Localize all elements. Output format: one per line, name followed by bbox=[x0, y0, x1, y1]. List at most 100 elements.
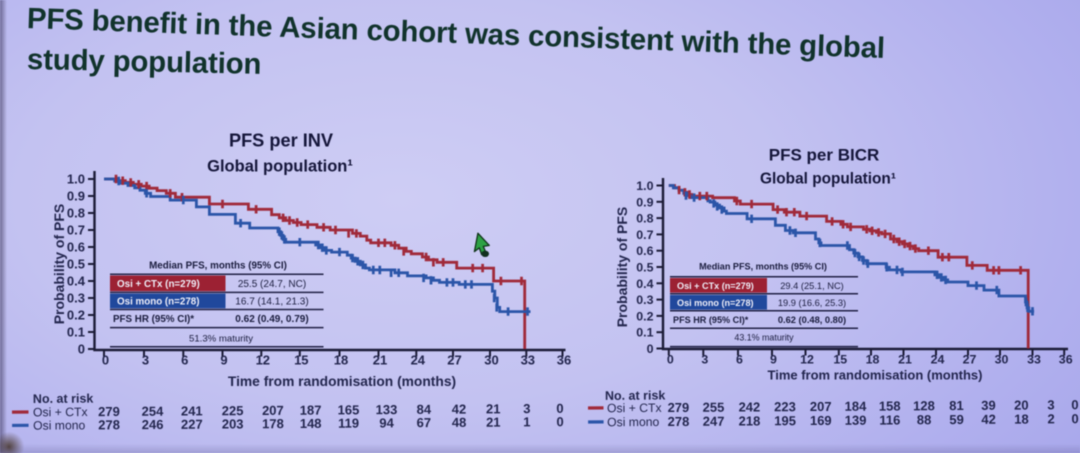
svg-text:139: 139 bbox=[845, 413, 867, 428]
svg-text:0: 0 bbox=[78, 342, 85, 357]
svg-text:88: 88 bbox=[917, 412, 932, 427]
svg-text:25.5 (24.7, NC): 25.5 (24.7, NC) bbox=[238, 279, 306, 290]
svg-text:279: 279 bbox=[667, 400, 689, 415]
svg-text:21: 21 bbox=[898, 353, 912, 367]
svg-text:203: 203 bbox=[222, 416, 244, 431]
svg-text:Probability of PFS: Probability of PFS bbox=[51, 204, 67, 325]
svg-text:0.62 (0.48, 0.80): 0.62 (0.48, 0.80) bbox=[778, 315, 846, 325]
svg-text:33: 33 bbox=[1027, 353, 1041, 367]
svg-text:PFS HR (95% CI)*: PFS HR (95% CI)* bbox=[113, 314, 194, 325]
svg-text:18: 18 bbox=[1014, 412, 1029, 427]
svg-text:Osi + CTx (n=279): Osi + CTx (n=279) bbox=[117, 279, 200, 290]
svg-text:246: 246 bbox=[142, 417, 164, 432]
svg-text:36: 36 bbox=[557, 353, 571, 368]
svg-text:Osi + CTx (n=279): Osi + CTx (n=279) bbox=[677, 281, 754, 291]
svg-text:278: 278 bbox=[98, 417, 120, 432]
svg-text:18: 18 bbox=[866, 353, 880, 367]
svg-text:Global population¹: Global population¹ bbox=[760, 171, 896, 188]
svg-text:242: 242 bbox=[738, 399, 760, 414]
svg-text:0: 0 bbox=[647, 342, 654, 356]
svg-text:9: 9 bbox=[770, 353, 777, 367]
svg-text:0.7: 0.7 bbox=[67, 223, 85, 238]
svg-text:20: 20 bbox=[1014, 398, 1029, 413]
svg-text:Time from randomisation (month: Time from randomisation (months) bbox=[768, 368, 983, 383]
svg-text:30: 30 bbox=[995, 353, 1009, 367]
svg-text:0.3: 0.3 bbox=[636, 293, 653, 307]
svg-text:12: 12 bbox=[256, 353, 270, 368]
svg-text:21: 21 bbox=[486, 415, 501, 430]
svg-text:59: 59 bbox=[949, 412, 964, 427]
svg-text:36: 36 bbox=[1059, 353, 1073, 367]
svg-text:128: 128 bbox=[913, 398, 935, 413]
svg-text:Osi mono (n=278): Osi mono (n=278) bbox=[677, 298, 754, 308]
svg-text:0.62 (0.49, 0.79): 0.62 (0.49, 0.79) bbox=[235, 314, 308, 325]
svg-text:33: 33 bbox=[521, 353, 535, 368]
svg-text:21: 21 bbox=[486, 401, 501, 416]
svg-text:184: 184 bbox=[845, 399, 868, 414]
svg-text:0.7: 0.7 bbox=[636, 228, 653, 242]
svg-text:0.6: 0.6 bbox=[636, 244, 653, 258]
svg-text:0.8: 0.8 bbox=[636, 212, 653, 226]
svg-text:0: 0 bbox=[102, 353, 109, 368]
svg-text:42: 42 bbox=[452, 402, 467, 417]
svg-text:Median PFS, months (95% CI): Median PFS, months (95% CI) bbox=[149, 261, 287, 272]
svg-text:6: 6 bbox=[736, 353, 743, 367]
svg-text:255: 255 bbox=[703, 400, 725, 415]
svg-text:241: 241 bbox=[181, 403, 203, 418]
svg-text:No. at risk: No. at risk bbox=[605, 388, 666, 402]
svg-text:6: 6 bbox=[181, 353, 188, 368]
svg-text:67: 67 bbox=[417, 415, 432, 430]
svg-text:133: 133 bbox=[376, 402, 398, 417]
svg-text:24: 24 bbox=[411, 353, 426, 368]
svg-text:178: 178 bbox=[262, 416, 284, 431]
svg-text:30: 30 bbox=[484, 353, 498, 368]
svg-text:0: 0 bbox=[1071, 411, 1078, 426]
svg-text:Osi mono (n=278): Osi mono (n=278) bbox=[117, 297, 199, 308]
svg-text:207: 207 bbox=[810, 399, 832, 414]
svg-text:0.2: 0.2 bbox=[636, 309, 653, 323]
svg-text:116: 116 bbox=[879, 412, 900, 427]
svg-text:Osi mono: Osi mono bbox=[607, 415, 659, 429]
svg-text:223: 223 bbox=[774, 399, 796, 414]
svg-text:207: 207 bbox=[262, 403, 284, 418]
svg-text:16.7 (14.1, 21.3): 16.7 (14.1, 21.3) bbox=[235, 297, 308, 308]
svg-text:48: 48 bbox=[452, 415, 467, 430]
svg-text:21: 21 bbox=[373, 353, 387, 368]
svg-text:39: 39 bbox=[981, 398, 996, 413]
svg-text:225: 225 bbox=[222, 403, 244, 418]
svg-text:12: 12 bbox=[800, 353, 814, 367]
svg-text:3: 3 bbox=[1047, 397, 1054, 412]
svg-text:0: 0 bbox=[556, 414, 563, 429]
svg-text:165: 165 bbox=[338, 402, 360, 417]
svg-text:0: 0 bbox=[1071, 397, 1078, 412]
svg-text:9: 9 bbox=[220, 353, 227, 368]
svg-text:2: 2 bbox=[1047, 411, 1054, 426]
svg-text:0.5: 0.5 bbox=[67, 257, 85, 272]
svg-text:187: 187 bbox=[300, 403, 322, 418]
svg-text:0.6: 0.6 bbox=[67, 240, 85, 255]
svg-text:81: 81 bbox=[949, 398, 964, 413]
svg-text:0.5: 0.5 bbox=[636, 261, 653, 275]
svg-text:24: 24 bbox=[931, 353, 945, 367]
svg-text:42: 42 bbox=[981, 412, 996, 427]
svg-text:247: 247 bbox=[703, 414, 725, 429]
svg-text:0: 0 bbox=[556, 401, 563, 416]
svg-text:0.8: 0.8 bbox=[67, 206, 85, 221]
svg-text:195: 195 bbox=[774, 413, 796, 428]
svg-text:Time from randomisation (month: Time from randomisation (months) bbox=[228, 374, 456, 389]
svg-text:51.3% maturity: 51.3% maturity bbox=[189, 334, 253, 345]
svg-text:Median PFS, months (95% CI): Median PFS, months (95% CI) bbox=[699, 262, 827, 272]
svg-text:Osi + CTx: Osi + CTx bbox=[607, 401, 662, 415]
svg-text:1.0: 1.0 bbox=[67, 172, 85, 187]
svg-text:84: 84 bbox=[417, 402, 432, 417]
svg-text:27: 27 bbox=[447, 353, 461, 368]
svg-text:3: 3 bbox=[701, 353, 708, 367]
svg-text:15: 15 bbox=[833, 353, 847, 367]
svg-text:0.2: 0.2 bbox=[67, 308, 85, 323]
svg-text:1: 1 bbox=[523, 414, 530, 429]
svg-text:15: 15 bbox=[294, 353, 308, 368]
svg-text:0: 0 bbox=[667, 353, 674, 367]
svg-text:3: 3 bbox=[523, 401, 530, 416]
svg-text:94: 94 bbox=[379, 415, 394, 430]
svg-text:148: 148 bbox=[300, 416, 322, 431]
